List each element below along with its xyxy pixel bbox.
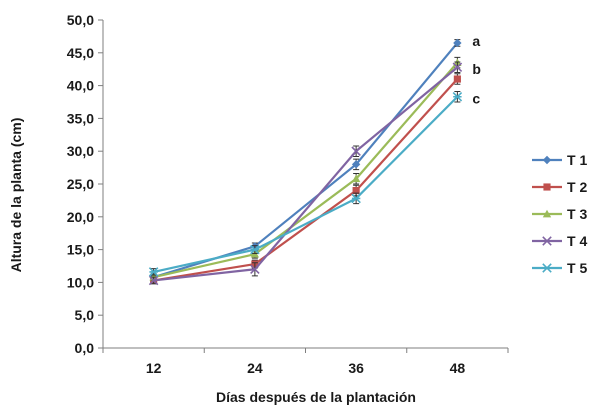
legend-label: T 2 xyxy=(567,179,587,195)
significance-label: b xyxy=(472,61,481,77)
y-tick-label: 25,0 xyxy=(67,176,94,192)
y-axis-title: Altura de la planta (cm) xyxy=(8,118,24,273)
y-tick-label: 10,0 xyxy=(67,274,94,290)
legend-label: T 4 xyxy=(567,233,587,249)
y-tick-label: 5,0 xyxy=(75,307,95,323)
annotation-layer: abc xyxy=(472,33,481,107)
x-tick-label: 36 xyxy=(348,360,364,376)
data-point xyxy=(352,186,360,195)
series-2 xyxy=(150,73,461,285)
data-point xyxy=(351,174,361,183)
y-tick-label: 15,0 xyxy=(67,242,94,258)
legend: T 1 T 2 T 3 T 4 T 5 xyxy=(532,152,587,276)
data-point xyxy=(148,267,159,277)
data-point xyxy=(453,75,461,83)
x-tick-label: 48 xyxy=(450,360,466,376)
x-tick-label: 24 xyxy=(247,360,263,376)
y-tick-label: 35,0 xyxy=(67,110,94,126)
data-point xyxy=(351,193,361,204)
x-axis-title: Días después de la plantación xyxy=(216,389,416,405)
y-tick-label: 45,0 xyxy=(67,45,94,61)
data-point xyxy=(452,62,463,72)
legend-item: T 2 xyxy=(532,179,587,195)
legend-item: T 1 xyxy=(532,152,587,168)
legend-label: T 3 xyxy=(567,206,587,222)
series-line xyxy=(153,42,459,279)
series-4 xyxy=(148,61,463,286)
y-tick-label: 30,0 xyxy=(67,143,94,159)
x-tick-label: 12 xyxy=(146,360,162,376)
series-5 xyxy=(148,91,463,277)
legend-marker xyxy=(543,183,551,191)
data-point xyxy=(351,146,361,156)
x-axis: 12 24 36 48 xyxy=(102,347,509,376)
y-axis: 0,0 5,0 10,0 15,0 20,0 25,0 30,0 35,0 40,0 45,0 50… xyxy=(67,12,104,356)
series-line xyxy=(153,61,459,279)
series-layer xyxy=(148,38,463,286)
significance-label: c xyxy=(472,91,480,107)
legend-item: T 4 xyxy=(532,233,587,249)
series-line xyxy=(153,95,459,273)
series-1 xyxy=(149,38,462,282)
y-tick-label: 0,0 xyxy=(75,340,95,356)
legend-marker xyxy=(542,263,552,273)
data-point xyxy=(351,160,361,169)
legend-marker xyxy=(542,155,552,165)
data-point xyxy=(148,275,159,286)
data-point xyxy=(452,91,463,102)
y-tick-label: 20,0 xyxy=(67,209,94,225)
legend-label: T 1 xyxy=(567,152,587,168)
y-tick-label: 50,0 xyxy=(67,12,94,28)
legend-marker xyxy=(542,209,552,218)
data-point xyxy=(250,244,260,255)
series-3 xyxy=(149,56,462,281)
legend-item: T 3 xyxy=(532,206,587,222)
series-line xyxy=(153,66,459,282)
legend-item: T 5 xyxy=(532,260,587,276)
data-point xyxy=(453,38,462,48)
legend-label: T 5 xyxy=(567,260,587,276)
series-line xyxy=(153,78,459,282)
y-tick-label: 40,0 xyxy=(67,78,94,94)
data-point xyxy=(250,264,260,275)
legend-marker xyxy=(542,236,552,246)
significance-label: a xyxy=(472,33,480,49)
